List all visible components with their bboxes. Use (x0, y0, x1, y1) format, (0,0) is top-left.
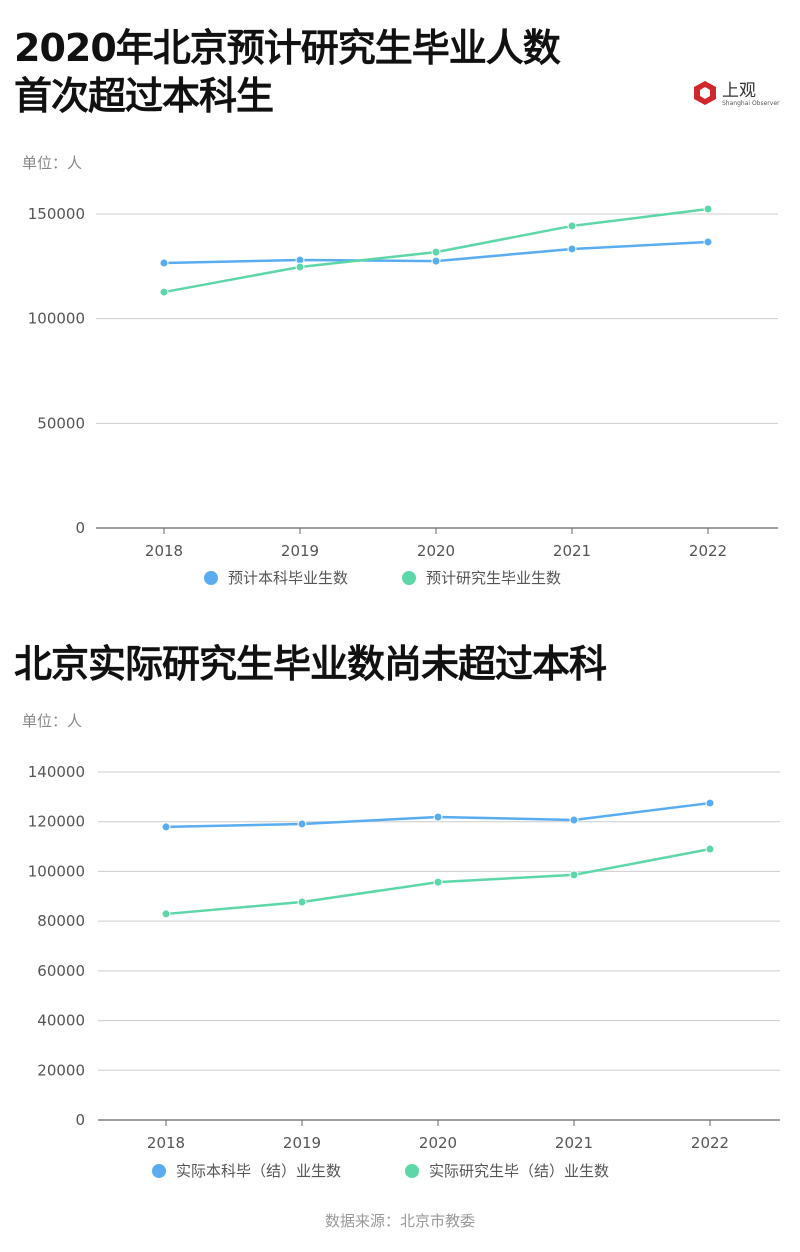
data-point (703, 237, 713, 247)
data-point (567, 244, 577, 254)
y-tick-label: 120000 (28, 813, 85, 831)
legend-label: 实际研究生毕（结）业生数 (429, 1162, 609, 1180)
data-point (703, 204, 713, 214)
data-point (705, 798, 715, 808)
shanghai-observer-logo: 上观 Shanghai Observer (692, 80, 782, 114)
data-point (161, 822, 171, 832)
y-tick-label: 0 (75, 1111, 85, 1129)
legend-marker (204, 571, 218, 585)
legend-marker (405, 1164, 419, 1178)
chart-expected-graduates: 单位：人 0 50000 100000 150000 2018 2019 2020 2021 20… (22, 154, 778, 587)
x-tick-label: 2022 (691, 1134, 729, 1152)
y-tick-label: 140000 (28, 763, 85, 781)
y-tick-label: 60000 (37, 962, 85, 980)
data-point (159, 287, 169, 297)
y-tick-label: 100000 (28, 862, 85, 880)
data-point (569, 815, 579, 825)
x-tick-label: 2019 (283, 1134, 321, 1152)
data-point (433, 877, 443, 887)
data-point (433, 812, 443, 822)
logo-hexagon-icon (694, 81, 716, 105)
y-tick-label: 80000 (37, 912, 85, 930)
x-tick-label: 2019 (281, 542, 319, 560)
y-tick-label: 40000 (37, 1012, 85, 1030)
data-point (567, 221, 577, 231)
data-point (297, 819, 307, 829)
x-tick-label: 2018 (147, 1134, 185, 1152)
y-tick-label: 50000 (37, 414, 85, 432)
data-point (161, 909, 171, 919)
y-tick-label: 0 (75, 519, 85, 537)
source-note: 数据来源：北京市教委 (324, 1212, 475, 1230)
logo-text: 上观 (722, 81, 756, 101)
data-point (569, 870, 579, 880)
data-point (295, 262, 305, 272)
unit-label: 单位：人 (22, 712, 82, 730)
data-point (431, 247, 441, 257)
y-tick-label: 20000 (37, 1061, 85, 1079)
y-tick-label: 100000 (28, 310, 85, 328)
data-point (431, 256, 441, 266)
x-tick-label: 2020 (417, 542, 455, 560)
x-tick-label: 2021 (553, 542, 591, 560)
legend-marker (402, 571, 416, 585)
chart-actual-graduates: 单位：人 0 20000 40000 60000 80000 100000 120000 140… (22, 712, 780, 1180)
legend-label: 实际本科毕（结）业生数 (176, 1162, 341, 1180)
legend-label: 预计本科毕业生数 (228, 569, 348, 587)
page-title: 2020年北京预计研究生毕业人数 (14, 26, 561, 70)
page-subtitle: 首次超过本科生 (14, 74, 274, 118)
x-tick-label: 2021 (555, 1134, 593, 1152)
data-point (159, 258, 169, 268)
x-tick-label: 2022 (689, 542, 727, 560)
legend-marker (152, 1164, 166, 1178)
data-point (297, 897, 307, 907)
x-tick-label: 2020 (419, 1134, 457, 1152)
x-tick-label: 2018 (145, 542, 183, 560)
unit-label: 单位：人 (22, 154, 82, 172)
logo-subtitle: Shanghai Observer (722, 100, 780, 107)
legend-label: 预计研究生毕业生数 (426, 569, 561, 587)
data-point (705, 844, 715, 854)
section2-title: 北京实际研究生毕业数尚未超过本科 (14, 642, 607, 686)
y-tick-label: 150000 (28, 205, 85, 223)
